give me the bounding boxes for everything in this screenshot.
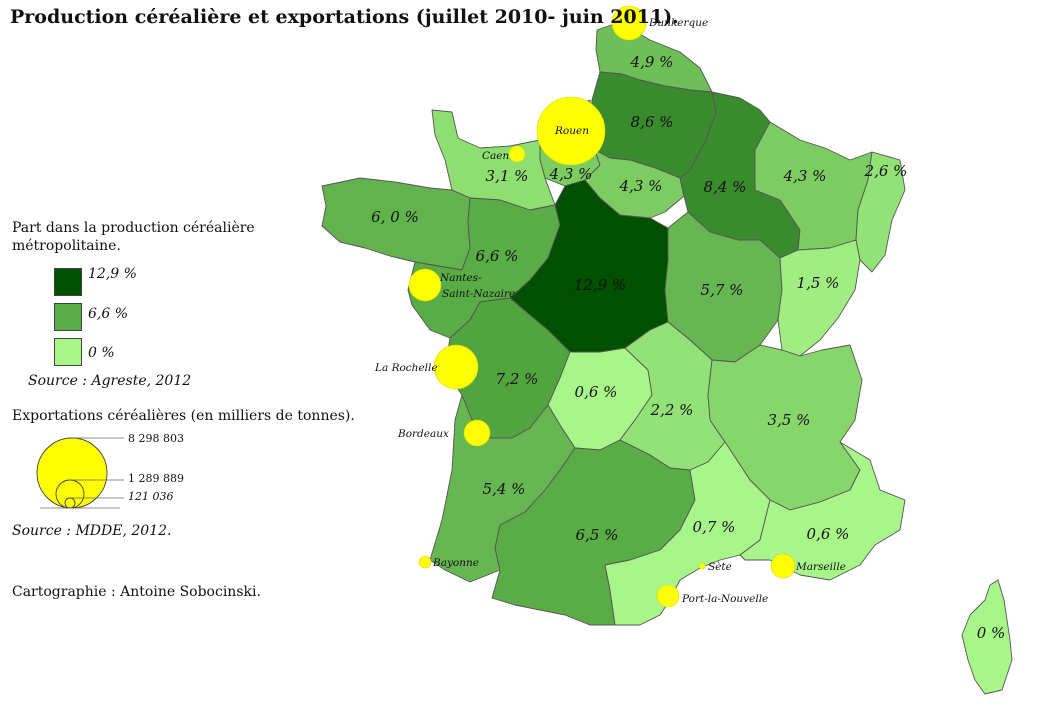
region-alsace — [855, 151, 906, 273]
circle-legend-value-small: 121 036 — [128, 490, 174, 503]
label-poitou-charentes: 7,2 % — [496, 370, 539, 388]
production-source: Source : Agreste, 2012 — [28, 373, 192, 389]
exports-legend-title: Exportations céréalières (en milliers de… — [12, 408, 355, 424]
exports-source: Source : MDDE, 2012. — [12, 523, 172, 539]
port-circle-caen — [508, 145, 526, 163]
region-bourgogne — [664, 211, 783, 363]
port-label-caen: Caen — [482, 150, 510, 162]
label-centre: 12,9 % — [574, 276, 626, 294]
label-auvergne: 2,2 % — [650, 401, 694, 419]
legend-swatch-mid — [54, 303, 82, 331]
port-label-dunkerque: Dunkerque — [648, 17, 708, 29]
map-title: Production céréalière et exportations (j… — [10, 6, 679, 28]
legend-swatch-low — [54, 338, 82, 366]
label-ile-de-france: 4,3 % — [619, 177, 663, 195]
port-label-rouen: Rouen — [554, 125, 589, 137]
port-circle-la-rochelle — [433, 344, 479, 390]
port-circle-sete — [698, 562, 706, 570]
label-limousin: 0,6 % — [575, 383, 618, 401]
label-haute-normandie: 4,3 % — [549, 165, 593, 183]
label-nord-pas-de-calais: 4,9 % — [630, 53, 674, 71]
legend-class-low: 0 % — [88, 345, 115, 361]
label-franche-comte: 1,5 % — [797, 274, 840, 292]
port-label-bordeaux: Bordeaux — [397, 428, 449, 440]
port-label-sete: Sète — [708, 561, 732, 573]
circle-legend-value-large: 8 298 803 — [128, 432, 184, 445]
label-basse-normandie: 3,1 % — [486, 167, 529, 185]
label-bourgogne: 5,7 % — [701, 281, 744, 299]
production-legend-title-line2: métropolitaine. — [12, 238, 121, 254]
label-midi-pyrenees: 6,5 % — [576, 526, 619, 544]
port-circle-dunkerque — [611, 5, 647, 41]
region-franche-comte — [777, 239, 861, 357]
circle-legend: 8 298 803 1 289 889 121 036 — [36, 432, 184, 509]
legend-class-high: 12,9 % — [88, 266, 137, 282]
port-circle-marseille — [770, 553, 796, 579]
legend-swatch-high — [54, 268, 82, 296]
cartography-credit: Cartographie : Antoine Sobocinski. — [12, 584, 261, 600]
label-corse: 0 % — [977, 624, 1006, 642]
region-paca — [739, 441, 906, 581]
circle-legend-value-medium: 1 289 889 — [128, 472, 184, 485]
legend-class-mid: 6,6 % — [88, 306, 129, 322]
port-label-la-rochelle: La Rochelle — [374, 362, 438, 374]
production-legend-title-line1: Part dans la production céréalière — [12, 220, 255, 236]
label-aquitaine: 5,4 % — [483, 480, 526, 498]
label-lorraine: 4,3 % — [783, 167, 827, 185]
label-alsace: 2,6 % — [864, 162, 908, 180]
region-ile-de-france — [584, 149, 685, 219]
port-circle-nantes-saint-nazaire — [408, 268, 442, 302]
label-pays-de-la-loire: 6,6 % — [476, 247, 519, 265]
port-label-nantes: Nantes- — [439, 272, 482, 284]
label-paca: 0,6 % — [807, 525, 850, 543]
port-circle-port-la-nouvelle — [656, 584, 680, 608]
port-label-bayonne: Bayonne — [432, 557, 479, 569]
label-picardie: 8,6 % — [631, 113, 674, 131]
port-circle-bordeaux — [463, 419, 491, 447]
port-circle-bayonne — [418, 555, 432, 569]
region-basse-normandie — [431, 109, 556, 211]
label-rhone-alpes: 3,5 % — [768, 411, 811, 429]
port-label-saint-nazaire: Saint-Nazaire — [442, 288, 515, 300]
port-label-port-la-nouvelle: Port-la-Nouvelle — [681, 593, 768, 605]
label-bretagne: 6, 0 % — [371, 208, 419, 226]
port-circle-rouen — [536, 96, 606, 166]
label-champagne-ardenne: 8,4 % — [704, 178, 747, 196]
label-languedoc-roussillon: 0,7 % — [693, 518, 736, 536]
region-corse — [961, 579, 1013, 695]
port-label-marseille: Marseille — [795, 561, 846, 573]
